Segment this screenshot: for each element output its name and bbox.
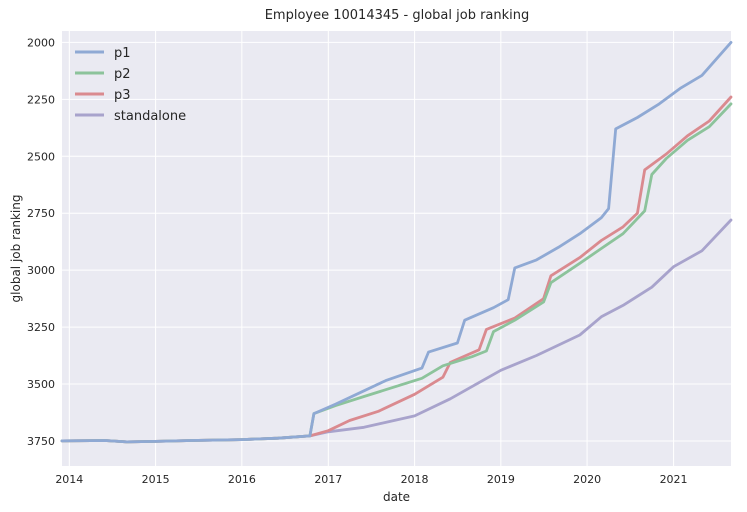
y-tick-label: 3500 [27, 378, 55, 391]
x-tick-label: 2020 [573, 473, 601, 486]
y-tick-label: 3000 [27, 264, 55, 277]
legend-label-p2: p2 [114, 67, 131, 82]
y-tick-label: 2750 [27, 207, 55, 220]
x-tick-label: 2019 [487, 473, 515, 486]
y-tick-label: 2250 [27, 93, 55, 106]
x-axis-label: date [383, 490, 410, 504]
series-lines [60, 41, 733, 444]
plot-area [62, 31, 731, 466]
y-tick-label: 2000 [27, 36, 55, 49]
chart-title: Employee 10014345 - global job ranking [265, 8, 530, 23]
x-tick-label: 2021 [660, 473, 688, 486]
legend-label-standalone: standalone [114, 109, 186, 124]
series-line-p1 [60, 41, 733, 444]
legend-label-p1: p1 [114, 46, 131, 61]
x-tick-label: 2015 [142, 473, 170, 486]
x-tick-label: 2017 [314, 473, 342, 486]
legend-label-p3: p3 [114, 88, 131, 103]
x-tick-label: 2016 [228, 473, 256, 486]
x-tick-label: 2014 [55, 473, 83, 486]
x-tick-label: 2018 [401, 473, 429, 486]
y-tick-label: 3250 [27, 321, 55, 334]
y-tick-label: 2500 [27, 150, 55, 163]
y-axis-label: global job ranking [9, 195, 23, 303]
tick-labels: 2000 2250 2500 2750 3000 3250 3500 3750 2014 2015… [27, 36, 688, 486]
y-tick-label: 3750 [27, 435, 55, 448]
legend: p1 p2 p3 standalone [75, 46, 186, 124]
